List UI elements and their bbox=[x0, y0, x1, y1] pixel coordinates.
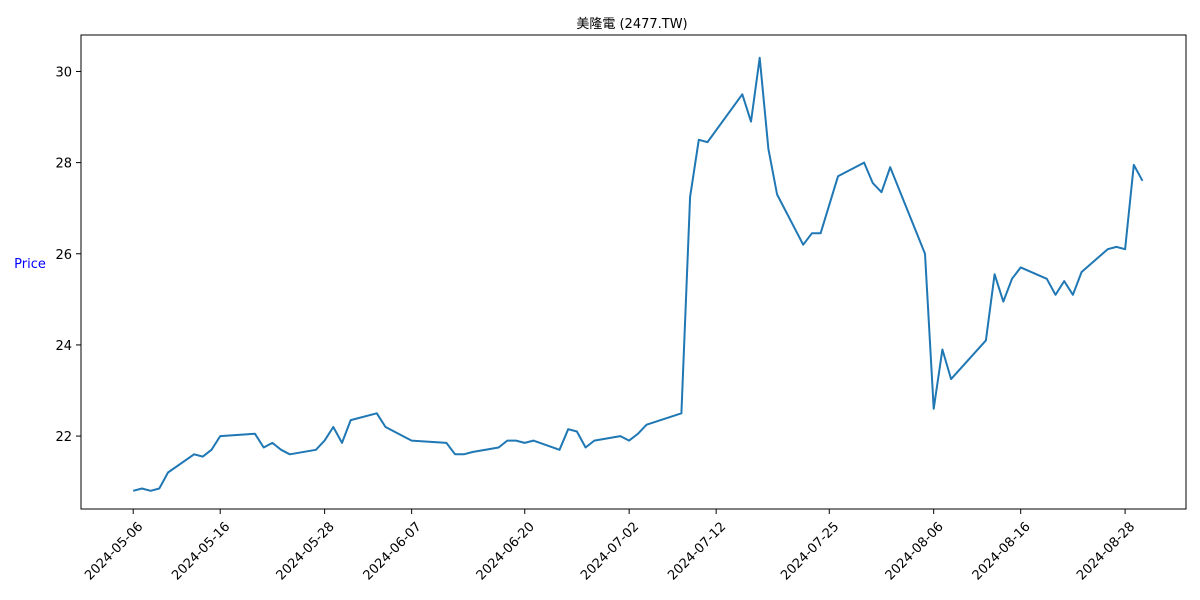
y-tick-label: 30 bbox=[55, 65, 72, 80]
y-axis-label: Price bbox=[14, 257, 46, 272]
chart-title: 美隆電 (2477.TW) bbox=[576, 17, 687, 32]
y-tick-label: 28 bbox=[55, 157, 72, 172]
y-tick-label: 26 bbox=[55, 248, 72, 263]
price-series-line bbox=[132, 56, 1144, 492]
y-tick-label: 22 bbox=[55, 430, 72, 445]
y-tick-label: 24 bbox=[55, 339, 72, 354]
y-axis: 22 24 26 28 30 bbox=[55, 65, 81, 445]
plot-area bbox=[132, 56, 1144, 492]
plot-frame bbox=[80, 34, 1187, 510]
